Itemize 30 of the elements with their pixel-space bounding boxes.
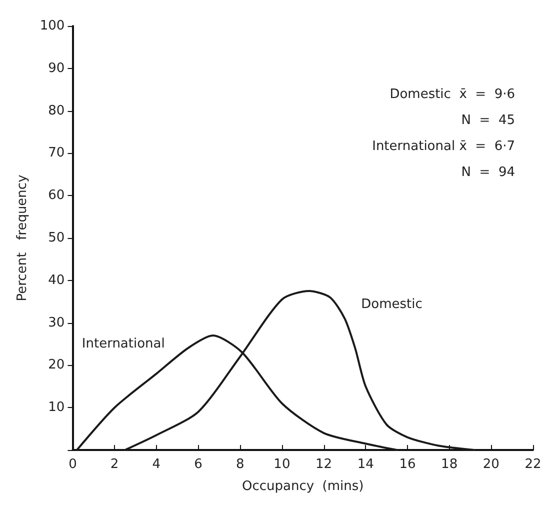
y-tick-label: 40	[48, 272, 65, 288]
y-tick-label: 20	[48, 358, 65, 373]
y-tick-label: 90	[48, 60, 65, 76]
x-tick-label: 2	[110, 457, 119, 472]
y-tick-label: 80	[48, 103, 65, 118]
y-tick-label: 100	[40, 18, 65, 34]
y-tick-label: 50	[48, 230, 65, 246]
x-tick-label: 16	[399, 457, 416, 472]
series-label: Domestic	[361, 297, 422, 312]
annotation: N = 45	[461, 113, 516, 128]
y-tick-label: 70	[48, 146, 65, 161]
y-tick-label: 10	[48, 400, 65, 416]
x-axis-title: Occupancy (mins)	[242, 479, 364, 494]
x-tick-label: 12	[316, 457, 332, 472]
y-tick-label: 60	[48, 188, 65, 204]
x-tick-label: 10	[274, 457, 290, 472]
annotation: Domestic x̄ = 9·6	[390, 87, 516, 102]
y-tick-label: 30	[48, 315, 65, 330]
x-tick-label: 18	[441, 457, 458, 472]
x-tick-label: 0	[68, 457, 77, 472]
x-tick-label: 22	[524, 457, 542, 472]
x-tick-label: 8	[236, 457, 244, 472]
annotation: N = 94	[461, 165, 516, 180]
annotation: International x̄ = 6·7	[372, 139, 516, 154]
x-tick-label: 20	[482, 457, 500, 472]
x-tick-label: 4	[152, 457, 161, 472]
y-axis-title: Percent frequency	[15, 174, 30, 302]
x-tick-label: 6	[194, 457, 202, 472]
x-tick-label: 14	[357, 457, 374, 472]
series-label: International	[82, 336, 165, 352]
